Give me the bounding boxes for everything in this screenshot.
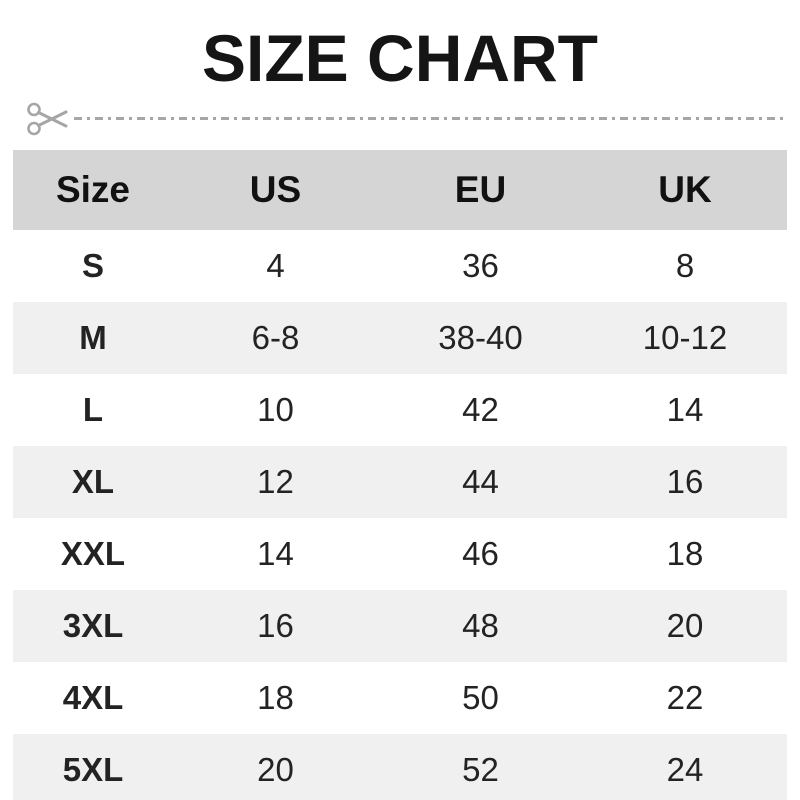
us-cell: 6-8	[251, 318, 300, 356]
table-row: L 10 42 14	[13, 374, 787, 446]
size-cell: 4XL	[62, 678, 124, 716]
table-row: 3XL 16 48 20	[13, 589, 787, 662]
size-cell: M	[79, 318, 107, 356]
us-cell: 18	[257, 678, 294, 716]
us-cell: 20	[257, 750, 294, 788]
uk-cell: 10-12	[642, 318, 728, 356]
scissors-icon	[27, 102, 68, 136]
header-cell-uk: UK	[583, 149, 787, 230]
size-cell: 5XL	[62, 750, 124, 788]
us-cell: 12	[257, 462, 294, 500]
us-cell: 16	[257, 606, 294, 644]
table-row: 4XL 18 50 22	[13, 662, 787, 734]
uk-cell: 16	[666, 462, 704, 500]
header-row: Size US EU UK	[13, 149, 787, 230]
table-row: XXL 14 46 18	[13, 518, 787, 590]
size-cell: 3XL	[62, 606, 124, 644]
us-cell: 4	[266, 246, 285, 284]
uk-cell: 8	[675, 246, 695, 284]
table-row: S 4 36 8	[13, 230, 787, 302]
table-row: M 6-8 38-40 10-12	[13, 301, 787, 374]
size-cell: XL	[71, 462, 115, 500]
uk-cell: 22	[666, 678, 704, 716]
uk-cell: 20	[666, 606, 704, 644]
size-cell: S	[81, 246, 104, 284]
eu-cell: 46	[462, 534, 499, 572]
header-cell-eu: EU	[378, 149, 583, 230]
us-cell: 10	[257, 390, 294, 428]
eu-cell: 44	[462, 462, 499, 500]
size-cell: L	[82, 390, 104, 428]
eu-cell: 50	[462, 678, 499, 716]
eu-cell: 42	[462, 390, 499, 428]
size-chart-table: Size US EU UK S 4 36 8 M 6-8 38-40 10-12…	[13, 149, 787, 800]
page-title: SIZE CHART	[202, 21, 598, 95]
uk-cell: 24	[666, 750, 704, 788]
eu-cell: 38-40	[438, 318, 523, 356]
size-cell: XXL	[60, 534, 126, 572]
uk-cell: 18	[666, 534, 704, 572]
uk-cell: 14	[666, 390, 704, 428]
cut-line	[0, 96, 800, 142]
table-row: 5XL 20 52 24	[13, 733, 787, 800]
us-cell: 14	[257, 534, 294, 572]
eu-cell: 36	[462, 246, 499, 284]
cut-dash-line	[74, 117, 788, 121]
table-row: XL 12 44 16	[13, 445, 787, 518]
eu-cell: 48	[462, 606, 499, 644]
header-cell-us: US	[173, 149, 378, 230]
eu-cell: 52	[462, 750, 499, 788]
header-cell-size: Size	[13, 149, 173, 230]
